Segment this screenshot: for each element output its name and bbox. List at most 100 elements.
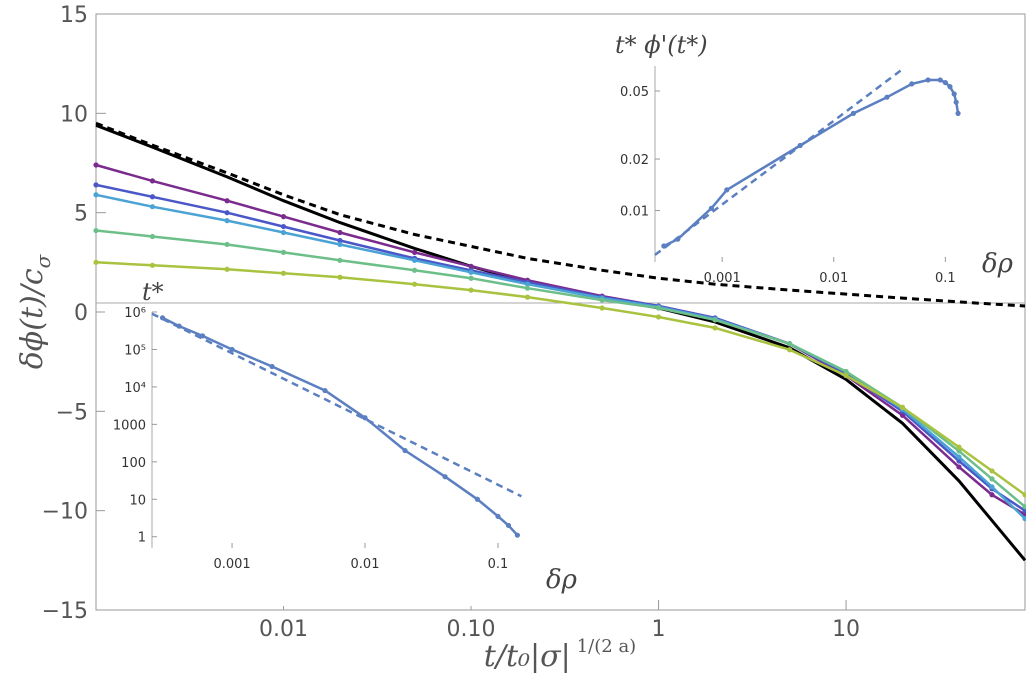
main-y-axis-title-subscript: σ — [31, 253, 55, 268]
main-point-yellow-green — [337, 274, 343, 280]
main-x-tick-label: 0.10 — [447, 617, 496, 642]
main-point-yellow-green — [599, 305, 605, 311]
main-y-tick-label: 5 — [74, 202, 88, 227]
inset-bottom-x-tick-label: 0.01 — [351, 557, 380, 572]
main-series — [93, 121, 1026, 562]
main-point-cyan — [989, 484, 995, 490]
inset-top-x-tick-label: 0.1 — [935, 271, 956, 286]
inset-top-point — [951, 91, 957, 97]
main-point-green — [224, 241, 230, 248]
inset-top-point — [708, 205, 714, 211]
main-point-purple — [93, 162, 99, 168]
main-point-green — [411, 267, 418, 273]
main-point-purple — [956, 464, 962, 470]
inset-top: 0.001 0.01 0.1 0.01 0.02 0.05 t* ϕ'(t*) δρ — [615, 31, 1014, 286]
inset-bottom-title: t* — [142, 278, 164, 306]
main-point-blue — [224, 210, 230, 216]
main-point-yellow-green — [712, 325, 718, 331]
inset-bottom-point — [514, 532, 521, 538]
main-point-blue — [149, 194, 156, 200]
inset-bottom-series-fit — [151, 312, 522, 498]
main-point-purple — [149, 178, 156, 184]
main-point-green — [1022, 504, 1026, 510]
inset-bottom-background — [105, 306, 543, 606]
main-y-axis-title-text: δϕ(t)/c — [15, 268, 50, 369]
main-point-cyan — [337, 241, 343, 248]
inset-bottom-point — [229, 346, 235, 353]
inset-bottom-y-tick-label: 10⁴ — [124, 381, 146, 396]
inset-top-point — [947, 84, 953, 90]
main-x-axis-title: t/t₀|σ| 1/(2 a) — [484, 636, 636, 674]
inset-top-y-tick-label: 0.05 — [620, 85, 649, 100]
inset-bottom-point — [442, 474, 448, 480]
main-y-ticks: −15 −10 −5 0 5 10 15 — [42, 3, 106, 624]
main-y-tick-label: −5 — [56, 400, 88, 425]
main-point-green — [93, 227, 99, 234]
main-y-tick-label: 10 — [60, 102, 88, 127]
main-y-tick-label: −15 — [42, 599, 88, 624]
inset-top-title: t* ϕ'(t*) — [615, 31, 708, 59]
inset-bottom-x-label: δρ — [546, 565, 578, 595]
main-series-black-dashed — [95, 121, 1026, 308]
main-point-yellow-green — [843, 372, 849, 379]
main-point-yellow-green — [989, 468, 995, 474]
main-point-green — [149, 233, 156, 240]
main-point-cyan — [468, 269, 474, 275]
inset-top-point — [942, 79, 948, 86]
inset-top-y-tick-label: 0.01 — [620, 205, 649, 220]
inset-bottom-point — [322, 387, 328, 394]
main-point-green — [843, 369, 849, 375]
inset-top-x-tick-label: 0.01 — [819, 271, 848, 286]
main-point-yellow-green — [411, 281, 418, 287]
main-point-yellow-green — [280, 270, 287, 276]
inset-bottom-point — [402, 447, 408, 454]
main-point-cyan — [411, 257, 418, 263]
main-point-green — [787, 341, 793, 347]
main-point-yellow-green — [787, 347, 793, 353]
main-point-purple — [411, 249, 418, 255]
main-point-cyan — [280, 229, 287, 236]
main-point-yellow-green — [1022, 492, 1026, 498]
main-point-cyan — [1022, 516, 1026, 522]
inset-top-series — [654, 69, 961, 256]
inset-bottom-series — [151, 312, 522, 538]
main-point-purple — [224, 198, 230, 204]
main-point-yellow-green — [93, 259, 99, 265]
inset-top-ticks: 0.001 0.01 0.1 0.01 0.02 0.05 — [620, 85, 956, 286]
main-point-purple — [989, 492, 995, 498]
inset-bottom-y-tick-label: 1000 — [113, 418, 146, 433]
inset-top-point — [953, 99, 959, 105]
main-point-green — [655, 305, 662, 311]
main-x-tick-label: 10 — [832, 617, 860, 642]
inset-top-point — [925, 77, 931, 83]
inset-top-point — [955, 110, 961, 116]
inset-top-series-fit — [654, 69, 902, 256]
inset-bottom-point — [269, 363, 275, 370]
main-point-purple — [280, 214, 287, 220]
inset-top-background — [650, 66, 968, 266]
inset-bottom-y-tick-label: 1 — [138, 531, 146, 546]
inset-top-x-label: δρ — [982, 249, 1014, 279]
main-x-ticks: 0.01 0.10 1 10 — [259, 600, 860, 642]
inset-bottom-ticks: 0.001 0.01 0.1 1 10 100 1000 10⁴ 10⁵ 10⁶ — [113, 306, 508, 572]
main-point-blue — [1022, 508, 1026, 514]
main-point-purple — [337, 229, 343, 236]
inset-bottom-y-tick-label: 10⁶ — [124, 306, 146, 321]
main-x-axis-title-text: t/t₀|σ| — [484, 639, 571, 674]
inset-bottom-point — [495, 513, 501, 519]
main-x-tick-label: 1 — [652, 617, 666, 642]
main-point-green — [524, 285, 531, 291]
main-point-cyan — [149, 204, 156, 210]
main-point-green — [280, 249, 287, 255]
main-point-yellow-green — [655, 314, 662, 320]
main-point-cyan — [956, 454, 962, 460]
main-point-green — [989, 476, 995, 482]
main-y-tick-label: −10 — [42, 500, 88, 525]
inset-top-point — [937, 77, 943, 83]
main-point-blue — [280, 223, 287, 230]
inset-bottom-point — [474, 496, 480, 502]
inset-bottom-x-tick-label: 0.1 — [488, 557, 509, 572]
main-point-yellow-green — [468, 287, 474, 293]
inset-top-point — [724, 187, 730, 193]
